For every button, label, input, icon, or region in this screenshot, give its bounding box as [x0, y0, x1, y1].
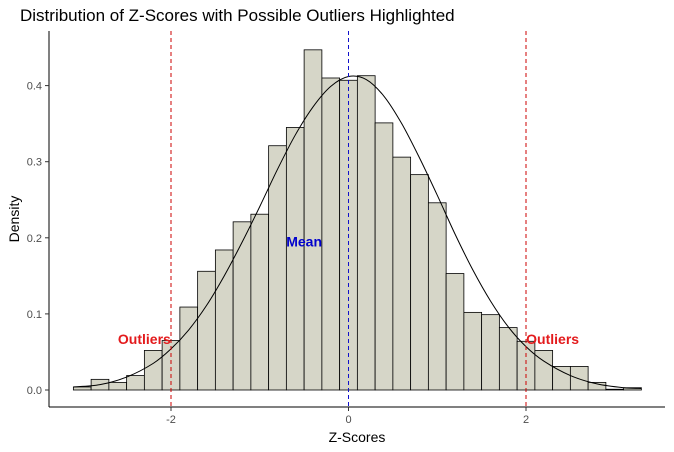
density-curve-layer — [73, 75, 642, 389]
histogram-bar — [374, 122, 394, 391]
histogram-bar — [108, 381, 128, 391]
histogram-bar — [605, 388, 625, 391]
histogram-bar — [179, 306, 199, 391]
y-tick-label: 0.0 — [27, 385, 42, 397]
y-tick-label: 0.4 — [27, 81, 42, 93]
histogram-bar — [232, 221, 252, 391]
bars-layer — [72, 49, 642, 391]
histogram-bar — [445, 273, 465, 391]
chart-title: Distribution of Z-Scores with Possible O… — [20, 6, 455, 25]
y-tick-label: 0.2 — [27, 233, 42, 245]
x-ticks: -2 0 2 — [166, 407, 529, 426]
histogram-bar — [463, 311, 483, 391]
annotations-layer: Outliers Mean Outliers — [118, 234, 579, 347]
x-tick-label: 2 — [523, 414, 529, 426]
histogram-bar — [623, 387, 642, 391]
histogram-bar — [498, 327, 518, 391]
histogram-bar — [321, 77, 341, 391]
histogram-bar — [72, 386, 92, 391]
mean-annotation: Mean — [286, 234, 322, 250]
axes-layer — [48, 31, 665, 408]
histogram-bar — [197, 270, 216, 391]
outliers-annotation: Outliers — [526, 331, 579, 347]
y-axis-title: Density — [6, 196, 22, 243]
histogram-bar — [410, 174, 429, 391]
histogram-bar — [126, 375, 145, 391]
density-curve — [73, 75, 642, 389]
histogram-bar — [481, 314, 500, 391]
y-tick-label: 0.1 — [27, 309, 42, 321]
x-tick-label: -2 — [166, 414, 176, 426]
histogram-bar — [587, 381, 607, 391]
histogram-bar — [214, 249, 234, 391]
y-tick-label: 0.3 — [27, 157, 42, 169]
histogram-bar — [427, 202, 447, 391]
histogram-bar — [356, 75, 376, 391]
x-axis-title: Z-Scores — [329, 429, 386, 445]
outliers-annotation: Outliers — [118, 331, 171, 347]
histogram-bar — [569, 366, 589, 391]
histogram-bar — [250, 213, 270, 391]
histogram-bar — [285, 127, 305, 391]
histogram-bar — [552, 366, 571, 391]
histogram-bar — [303, 49, 323, 391]
x-tick-label: 0 — [345, 414, 351, 426]
histogram-bar — [143, 350, 163, 391]
y-ticks: 0.0 0.1 0.2 0.3 0.4 — [27, 81, 49, 397]
histogram-bar — [392, 156, 412, 391]
